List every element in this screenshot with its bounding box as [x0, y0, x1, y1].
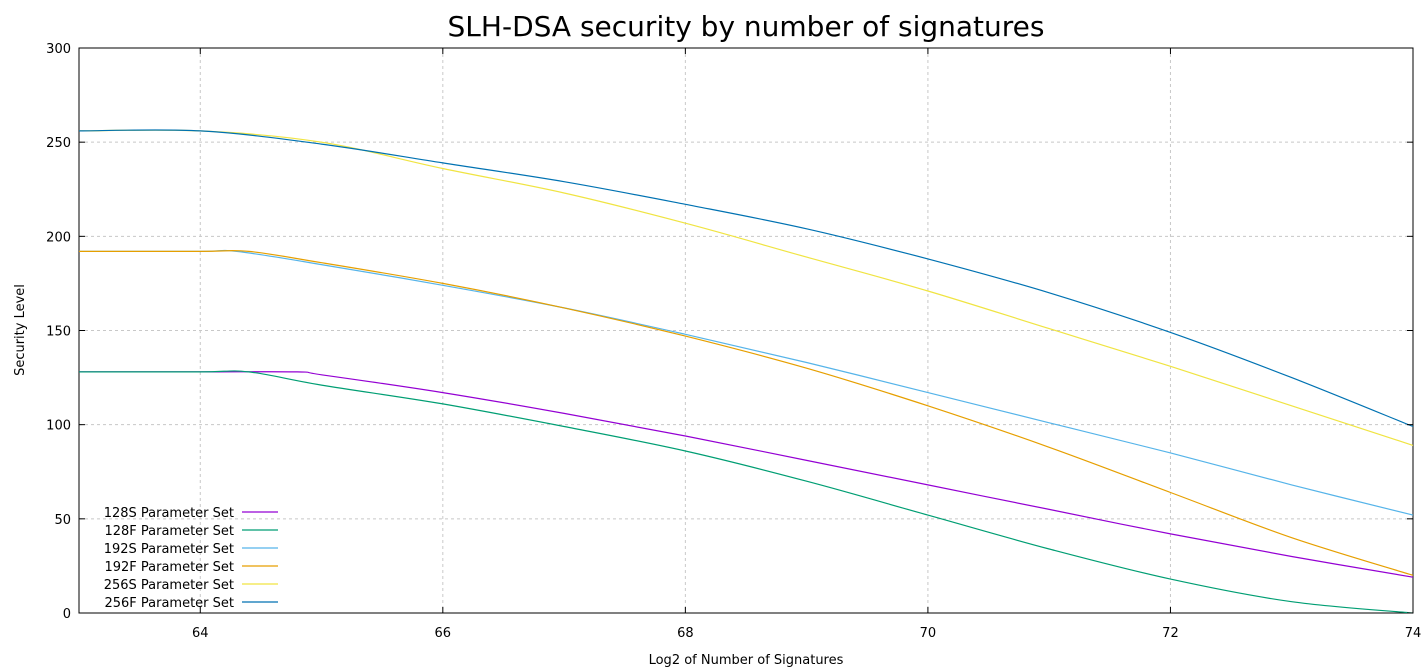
series-line-192f: [79, 251, 1413, 576]
series-line-256f: [79, 130, 1413, 427]
series-layer: [79, 130, 1413, 613]
y-tick-label: 0: [63, 607, 71, 622]
series-line-256s: [79, 130, 1413, 445]
y-tick-label: 150: [46, 325, 71, 340]
x-tick-label: 68: [677, 626, 694, 641]
legend-label-256s: 256S Parameter Set: [104, 578, 234, 593]
grid: [79, 48, 1413, 613]
y-tick-label: 250: [46, 136, 71, 151]
x-tick-label: 74: [1405, 626, 1422, 641]
legend-label-256f: 256F Parameter Set: [104, 596, 234, 611]
x-tick-label: 64: [192, 626, 209, 641]
legend: 128S Parameter Set 128F Parameter Set 192S…: [104, 506, 278, 611]
legend-label-192f: 192F Parameter Set: [104, 560, 234, 575]
y-axis-label: Security Level: [13, 284, 28, 376]
y-tick-label: 100: [46, 419, 71, 434]
series-line-128s: [79, 372, 1413, 577]
x-axis-label: Log2 of Number of Signatures: [649, 653, 844, 667]
y-tick-label: 200: [46, 230, 71, 245]
x-tick-label: 70: [920, 626, 937, 641]
series-line-128f: [79, 371, 1413, 613]
axis-ticks: 0 50 100 150 200 250 300 64 66 68 70 72 74: [46, 42, 1421, 641]
y-tick-label: 50: [54, 513, 71, 528]
chart-title: SLH-DSA security by number of signatures: [448, 10, 1045, 43]
legend-label-128f: 128F Parameter Set: [104, 524, 234, 539]
x-tick-label: 72: [1162, 626, 1179, 641]
legend-label-128s: 128S Parameter Set: [104, 506, 234, 521]
series-line-192s: [79, 250, 1413, 515]
x-tick-label: 66: [435, 626, 452, 641]
y-tick-label: 300: [46, 42, 71, 57]
legend-label-192s: 192S Parameter Set: [104, 542, 234, 557]
